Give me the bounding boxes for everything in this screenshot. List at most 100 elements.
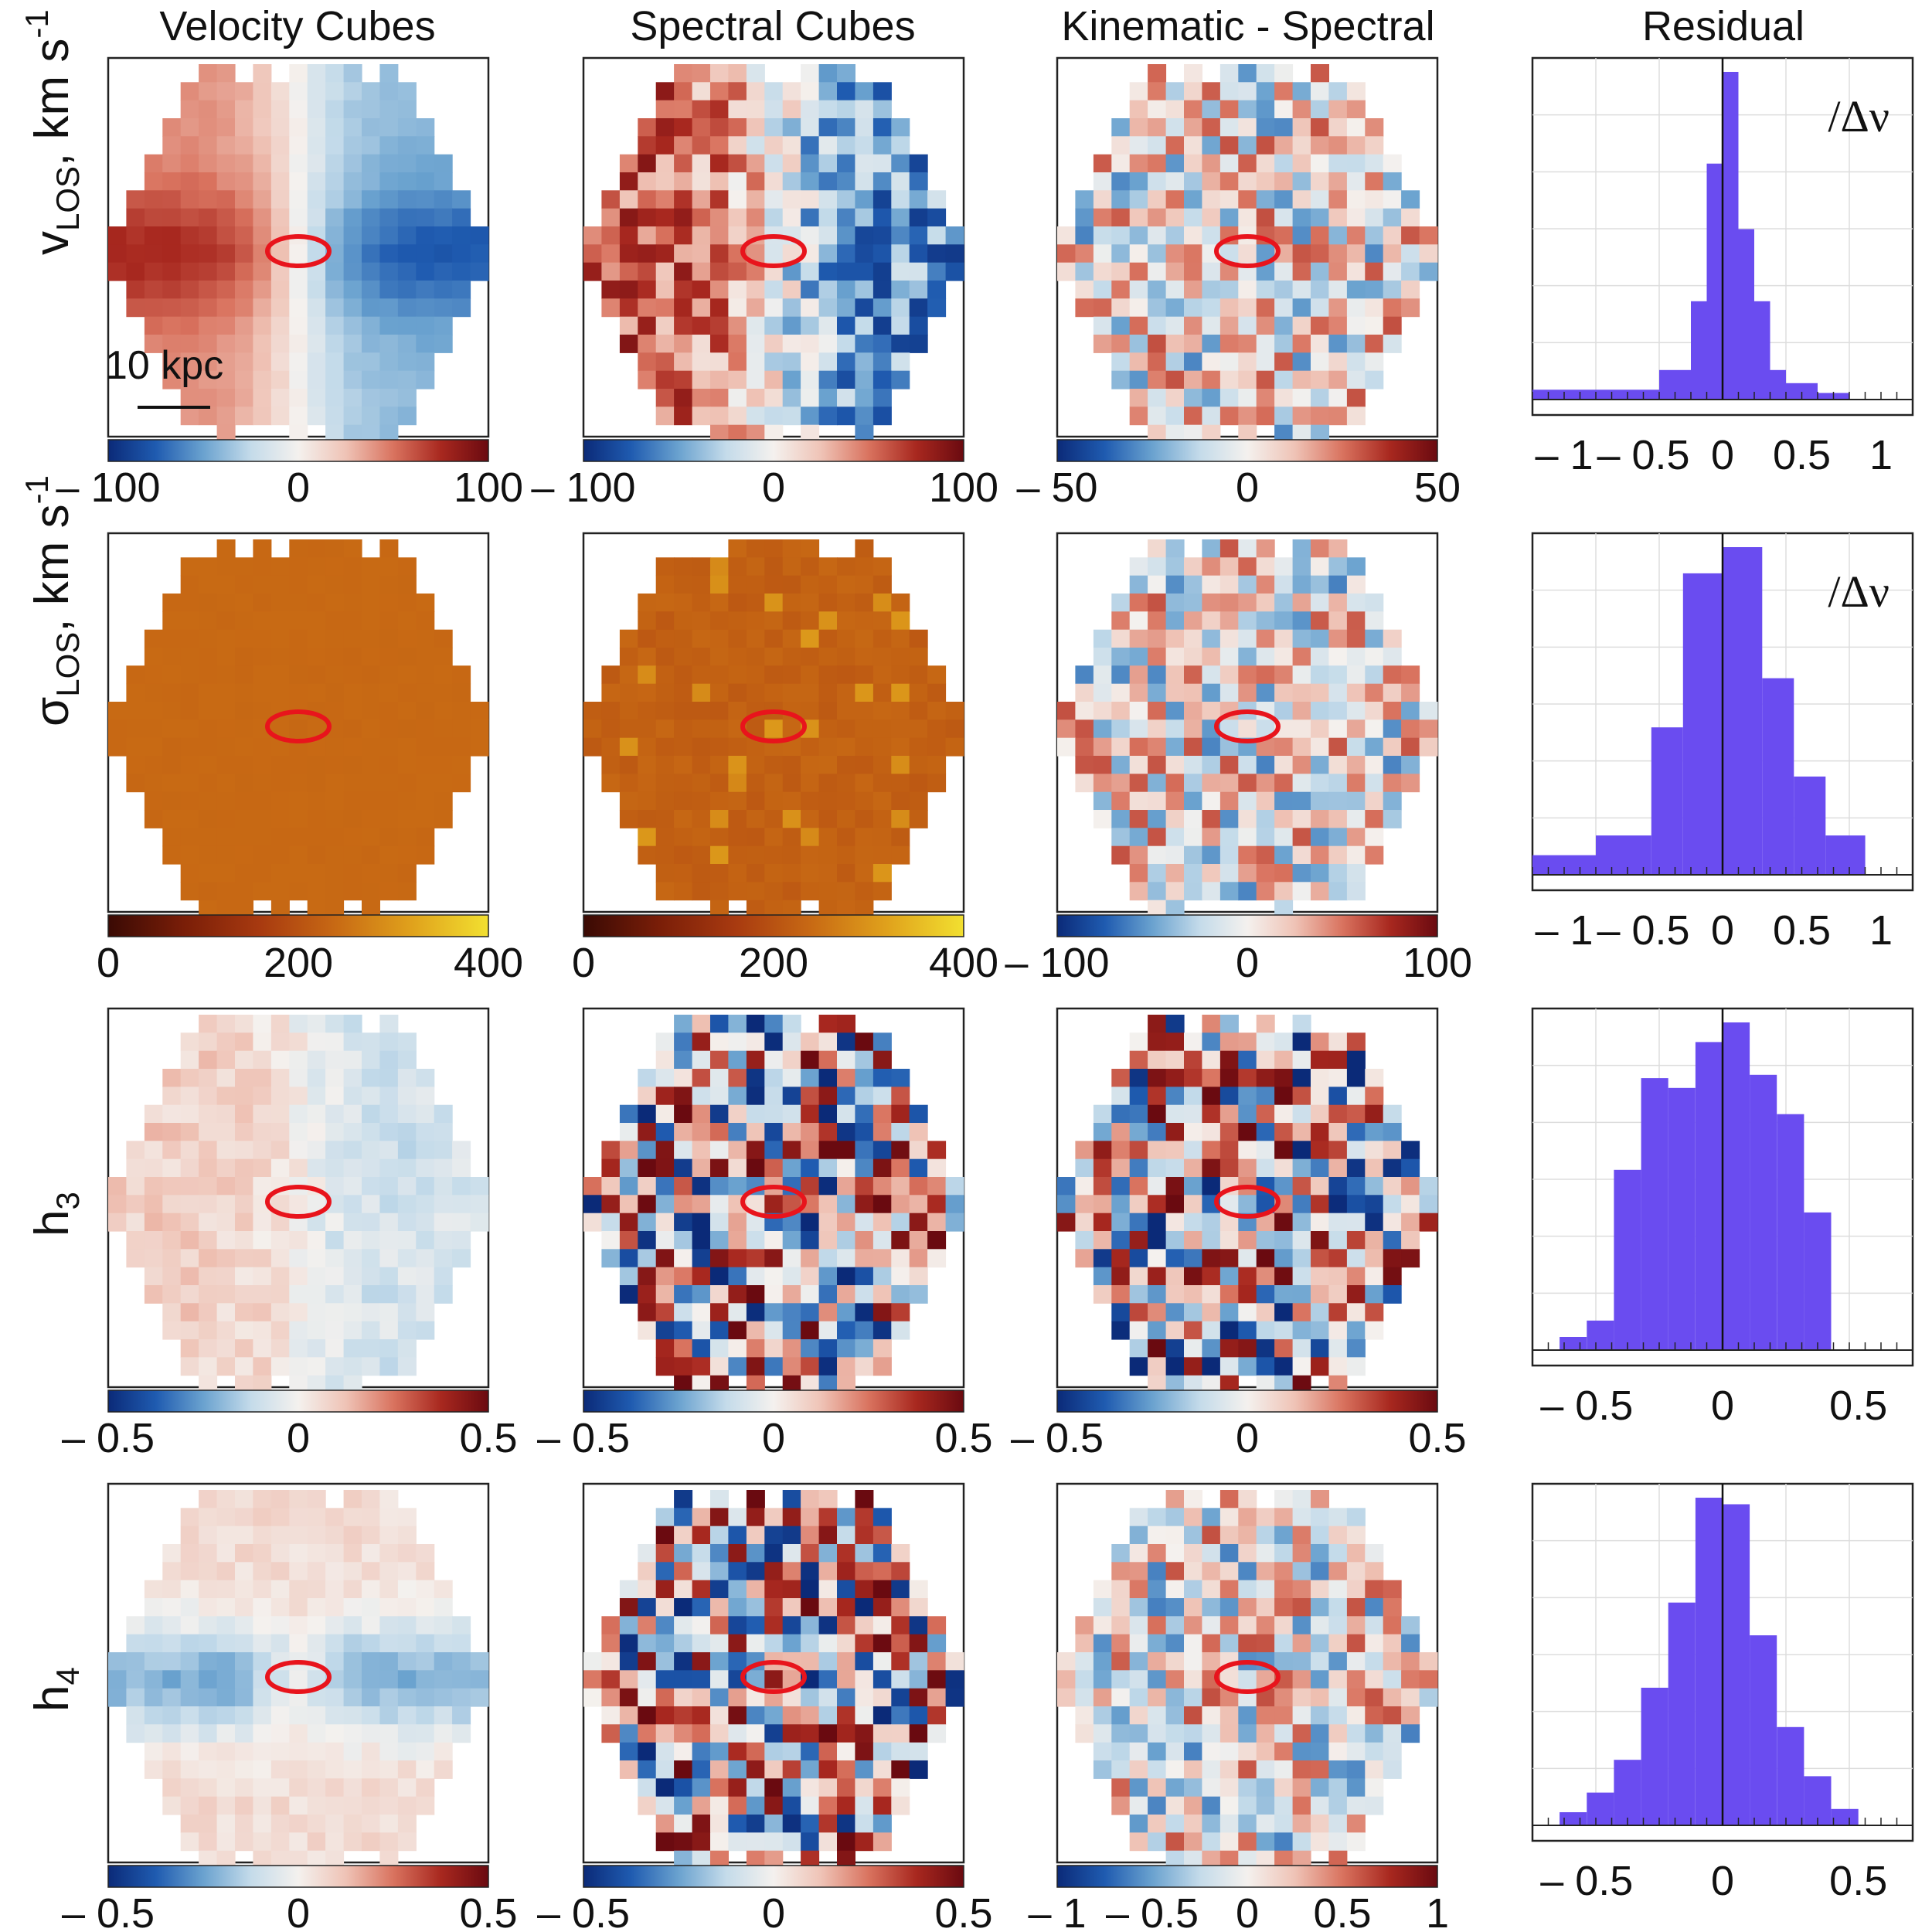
- pixel: [1238, 1760, 1257, 1779]
- pixel: [764, 1231, 784, 1250]
- pixel: [1274, 1526, 1294, 1545]
- pixel: [270, 1670, 290, 1689]
- pixel: [235, 154, 253, 173]
- pixel: [1365, 719, 1384, 739]
- pixel: [1165, 1104, 1185, 1124]
- pixel: [126, 226, 145, 245]
- pixel: [746, 1141, 765, 1160]
- pixel: [452, 1177, 471, 1196]
- pixel: [1184, 575, 1202, 594]
- pixel: [1292, 683, 1311, 702]
- row-label-sup: -1: [19, 475, 55, 504]
- pixel: [710, 1375, 729, 1394]
- pixel: [872, 190, 892, 209]
- pixel: [837, 702, 855, 720]
- pixel: [1165, 1562, 1185, 1581]
- pixel: [325, 1508, 345, 1527]
- pixel: [818, 298, 838, 318]
- pixel: [235, 1652, 253, 1671]
- pixel: [891, 1652, 910, 1671]
- pixel: [1238, 1050, 1257, 1070]
- pixel: [1202, 154, 1221, 173]
- pixel: [1311, 1634, 1329, 1653]
- pixel: [818, 1580, 838, 1599]
- pixel: [235, 1177, 253, 1196]
- pixel: [270, 118, 290, 137]
- pixel: [289, 1339, 308, 1358]
- pixel: [307, 1195, 326, 1214]
- pixel: [307, 64, 326, 83]
- pixel: [1328, 1141, 1348, 1160]
- pixel: [162, 828, 182, 847]
- pixel: [746, 648, 765, 666]
- pixel: [162, 1321, 182, 1340]
- pixel: [216, 1141, 236, 1160]
- pixel: [199, 1195, 218, 1214]
- pixel: [397, 1832, 417, 1852]
- pixel: [1075, 1195, 1094, 1214]
- pixel: [253, 172, 272, 191]
- pixel: [855, 1580, 874, 1599]
- pixel: [343, 1339, 362, 1358]
- pixel: [927, 774, 947, 793]
- pixel: [1219, 882, 1239, 901]
- pixel: [216, 370, 236, 389]
- pixel: [674, 791, 693, 811]
- pixel: [416, 1742, 435, 1761]
- pixel: [855, 1544, 874, 1563]
- pixel: [619, 1616, 638, 1635]
- heatmap-panel: – 0.5 0 0.5: [1011, 1007, 1467, 1461]
- pixel: [1165, 1050, 1185, 1070]
- pixel: [655, 1303, 675, 1322]
- pixel: [397, 845, 417, 865]
- pixel: [764, 828, 784, 847]
- pixel: [1057, 244, 1076, 264]
- pixel: [746, 864, 765, 883]
- pixel: [1219, 389, 1239, 407]
- pixel: [692, 719, 711, 739]
- pixel: [270, 629, 290, 648]
- pixel: [235, 1490, 253, 1509]
- pixel: [216, 1742, 236, 1761]
- pixel: [325, 172, 345, 191]
- row-label-h4: h4: [26, 1667, 86, 1712]
- pixel: [692, 118, 711, 137]
- pixel: [1311, 1562, 1329, 1581]
- x-tick-label: 0.5: [1829, 1858, 1887, 1904]
- pixel: [619, 1706, 638, 1725]
- pixel: [270, 136, 290, 155]
- pixel: [397, 281, 417, 299]
- pixel: [764, 190, 784, 209]
- pixel: [1184, 1357, 1202, 1376]
- pixel: [144, 335, 163, 353]
- pixel: [325, 1688, 345, 1707]
- pixel: [216, 1724, 236, 1743]
- pixel: [270, 389, 290, 407]
- pixel: [1256, 1742, 1275, 1761]
- pixel: [253, 756, 272, 774]
- pixel: [710, 737, 729, 757]
- pixel: [855, 1141, 874, 1160]
- pixel: [1346, 1032, 1366, 1052]
- pixel: [362, 1195, 380, 1214]
- pixel: [782, 1724, 801, 1743]
- pixel: [216, 136, 236, 155]
- pixel: [470, 1688, 489, 1707]
- pixel: [782, 594, 801, 612]
- pixel: [379, 557, 399, 577]
- pixel: [162, 683, 182, 702]
- pixel: [253, 1832, 272, 1852]
- pixel: [144, 298, 163, 318]
- pixel: [1238, 1778, 1257, 1798]
- pixel: [307, 154, 326, 173]
- pixel: [1111, 737, 1131, 757]
- pixel: [1148, 244, 1167, 264]
- pixel: [782, 370, 801, 389]
- pixel: [909, 316, 928, 335]
- pixel: [1328, 810, 1348, 828]
- pixel: [1346, 190, 1366, 209]
- pixel: [379, 244, 399, 264]
- pixel: [180, 1544, 199, 1563]
- pixel: [289, 1598, 308, 1617]
- pixel: [1165, 845, 1185, 865]
